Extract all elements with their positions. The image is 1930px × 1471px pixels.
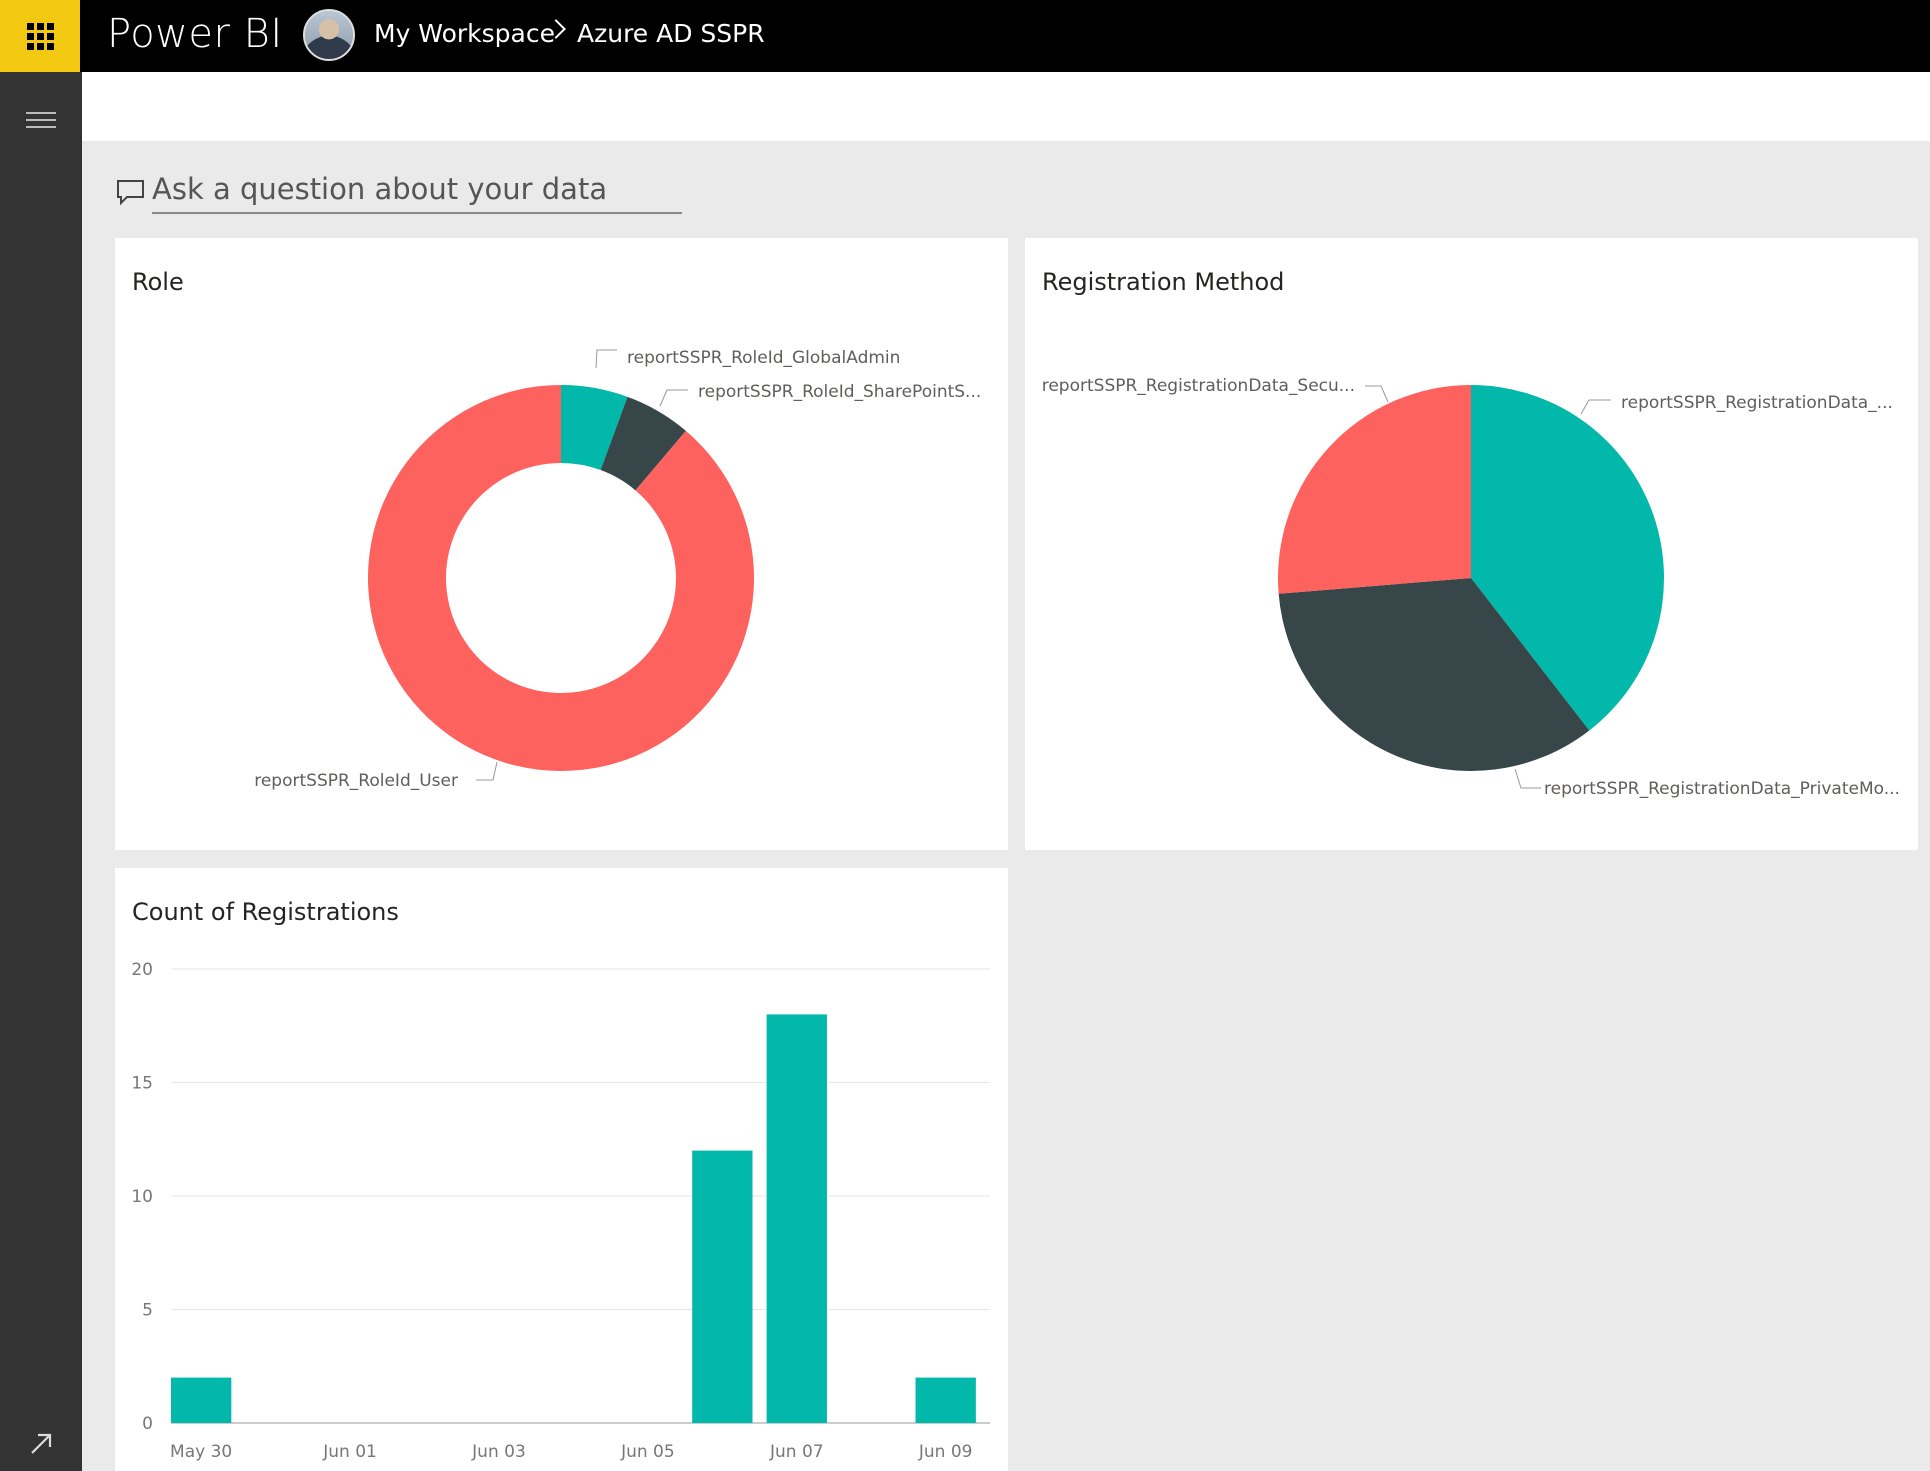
tile-title: Registration Method xyxy=(1042,268,1285,296)
x-tick-label: Jun 07 xyxy=(769,1442,824,1462)
breadcrumb-workspace[interactable]: My Workspace xyxy=(374,19,555,48)
expand-arrow-icon[interactable] xyxy=(28,1429,56,1457)
tile-title: Role xyxy=(132,268,184,296)
tile-title: Count of Registrations xyxy=(132,898,399,926)
y-tick-label: 20 xyxy=(131,960,153,980)
slice-label: reportSSPR_RegistrationData_... xyxy=(1621,393,1893,413)
pie-slice[interactable] xyxy=(367,385,754,771)
bar[interactable] xyxy=(171,1377,232,1423)
y-tick-label: 15 xyxy=(131,1074,153,1094)
leader-line xyxy=(1580,399,1611,415)
breadcrumb-dashboard: Azure AD SSPR xyxy=(577,19,765,48)
x-tick-label: Jun 05 xyxy=(620,1442,675,1462)
role-donut-chart: reportSSPR_RoleId_GlobalAdmin reportSSPR_… xyxy=(254,348,981,791)
leader-line xyxy=(476,761,498,781)
pie-slice[interactable] xyxy=(1278,578,1590,771)
action-bar xyxy=(82,72,1930,141)
leader-line xyxy=(1365,385,1389,403)
slice-label: reportSSPR_RoleId_SharePointS... xyxy=(698,382,981,402)
tile-count-registrations[interactable]: Count of Registrations 0 5 10 15 20 May 30 Jun… xyxy=(115,868,1008,1471)
y-tick-label: 10 xyxy=(131,1187,153,1207)
x-tick-label: Jun 01 xyxy=(322,1442,377,1462)
y-tick-label: 5 xyxy=(142,1301,153,1321)
registrations-bar-chart: 0 5 10 15 20 May 30 Jun 01 Jun 03 Jun 05 Jun 07 Ju… xyxy=(131,960,990,1462)
hamburger-menu-icon[interactable] xyxy=(26,112,56,134)
avatar[interactable] xyxy=(303,9,355,61)
app-name[interactable]: Power BI xyxy=(107,11,283,57)
pie-slice[interactable] xyxy=(1278,385,1471,594)
bar[interactable] xyxy=(915,1377,976,1423)
bar[interactable] xyxy=(766,1014,827,1423)
y-tick-label: 0 xyxy=(142,1414,153,1434)
top-bar: Power BI My Workspace Azure AD SSPR xyxy=(0,0,1930,72)
x-tick-label: Jun 03 xyxy=(471,1442,526,1462)
slice-label: reportSSPR_RegistrationData_PrivateMo... xyxy=(1544,779,1900,799)
tile-role[interactable]: Role reportSSPR_RoleId_GlobalAdmin report… xyxy=(115,238,1008,850)
pie-slice[interactable] xyxy=(600,396,686,491)
waffle-icon xyxy=(26,22,54,50)
chat-bubble-icon xyxy=(117,180,144,206)
pie-slice[interactable] xyxy=(561,385,628,471)
app-launcher-button[interactable] xyxy=(0,0,80,72)
x-tick-label: May 30 xyxy=(170,1442,232,1462)
tile-registration-method[interactable]: Registration Method reportSSPR_Registrat… xyxy=(1025,238,1918,850)
slice-label: reportSSPR_RoleId_GlobalAdmin xyxy=(627,348,900,368)
qna-input[interactable] xyxy=(152,166,682,214)
bar[interactable] xyxy=(692,1150,753,1423)
slice-label: reportSSPR_RoleId_User xyxy=(254,771,458,791)
registration-pie-chart: reportSSPR_RegistrationData_... reportSSP… xyxy=(1042,376,1900,799)
slice-label: reportSSPR_RegistrationData_Secu... xyxy=(1042,376,1355,396)
pie-slice[interactable] xyxy=(1471,385,1664,731)
left-nav-rail xyxy=(0,72,82,1471)
x-tick-label: Jun 09 xyxy=(918,1442,973,1462)
leader-line xyxy=(659,389,688,407)
leader-line xyxy=(595,349,617,369)
leader-line xyxy=(1514,768,1541,789)
